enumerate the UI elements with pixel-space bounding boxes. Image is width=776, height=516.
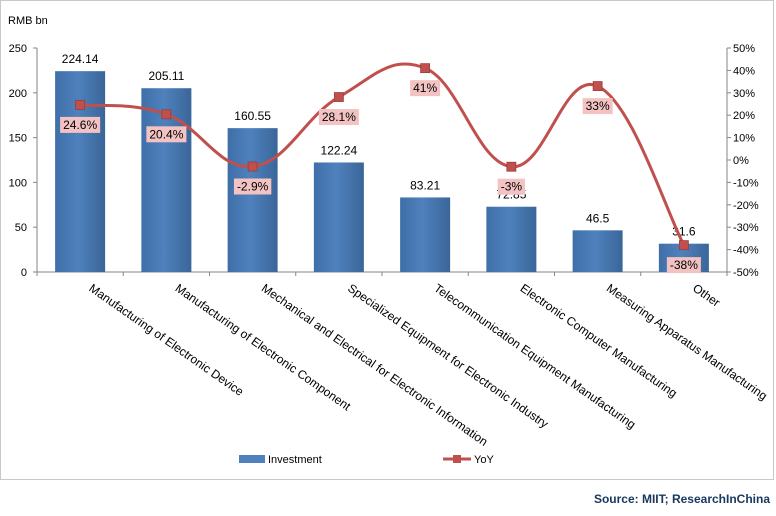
x-category-label: Other: [690, 281, 723, 310]
chart-frame: [0, 0, 774, 480]
y-right-tick-label: -20%: [733, 200, 759, 212]
y-left-tick-label: 250: [9, 43, 27, 55]
yoy-label-background: [497, 178, 526, 195]
yoy-label-background: [233, 178, 272, 195]
y-right-tick-label: -30%: [733, 222, 759, 234]
legend-yoy-label: YoY: [474, 454, 494, 466]
yoy-label-background: [666, 257, 701, 274]
bar-data-label: 160.55: [234, 109, 271, 123]
bar-investment: [227, 128, 278, 272]
y-right-tick-label: 50%: [733, 43, 755, 55]
y-right-tick-label: 20%: [733, 110, 755, 122]
y-left-tick-label: 200: [9, 88, 27, 100]
bar-data-label: 224.14: [62, 52, 99, 66]
bar-investment: [400, 197, 451, 272]
y-right-tick-label: -10%: [733, 177, 759, 189]
x-category-label: Manufacturing of Electronic Component: [173, 281, 354, 414]
yoy-point: [161, 109, 172, 120]
y-axis-unit-label: RMB bn: [8, 15, 48, 27]
source-note: Source: MIIT; ResearchInChina: [593, 492, 770, 506]
yoy-point: [75, 99, 86, 110]
bar-investment: [313, 162, 364, 272]
yoy-point: [247, 161, 258, 172]
x-category-label: Measuring Apparatus Manufacturing: [604, 281, 770, 403]
legend-investment-swatch: [239, 455, 265, 463]
yoy-data-label: 33%: [586, 99, 610, 113]
y-right-tick-label: 30%: [733, 88, 755, 100]
bar-data-label: 46.5: [586, 211, 610, 225]
y-left-tick-label: 50: [15, 222, 27, 234]
yoy-point: [506, 161, 517, 172]
yoy-label-background: [582, 98, 613, 115]
yoy-data-label: 24.6%: [63, 118, 97, 132]
yoy-label-background: [60, 116, 101, 133]
bar-data-label: 205.11: [148, 69, 184, 83]
yoy-point: [333, 92, 344, 102]
y-left-tick-label: 100: [9, 177, 27, 189]
y-right-tick-label: -40%: [733, 245, 759, 257]
bar-investment: [572, 230, 623, 272]
yoy-data-label: 41%: [413, 81, 437, 95]
y-right-tick-label: 0%: [733, 155, 749, 167]
yoy-point: [420, 63, 431, 74]
yoy-data-label: -2.9%: [237, 179, 269, 193]
yoy-data-label: -3%: [501, 180, 523, 194]
y-right-tick-label: 10%: [733, 133, 755, 145]
bar-data-label: 122.24: [321, 143, 358, 157]
yoy-point: [678, 240, 689, 251]
yoy-label-background: [146, 126, 187, 143]
legend-yoy-marker: [453, 455, 461, 463]
yoy-label-background: [318, 109, 359, 126]
bar-data-label: 83.21: [410, 178, 440, 192]
bar-investment: [486, 206, 537, 272]
x-category-label: Electronic Computer Manufacturing: [518, 281, 680, 400]
yoy-data-label: -38%: [670, 258, 698, 272]
yoy-data-label: 20.4%: [149, 127, 183, 141]
y-left-tick-label: 150: [9, 133, 27, 145]
y-right-tick-label: 40%: [733, 65, 755, 77]
yoy-data-label: 28.1%: [322, 110, 356, 124]
legend-investment-label: Investment: [268, 454, 322, 466]
x-category-label: Manufacturing of Electronic Device: [86, 281, 246, 399]
y-left-tick-label: 0: [21, 267, 27, 279]
y-right-tick-label: -50%: [733, 267, 759, 279]
yoy-label-background: [410, 80, 441, 97]
yoy-point: [592, 81, 603, 91]
